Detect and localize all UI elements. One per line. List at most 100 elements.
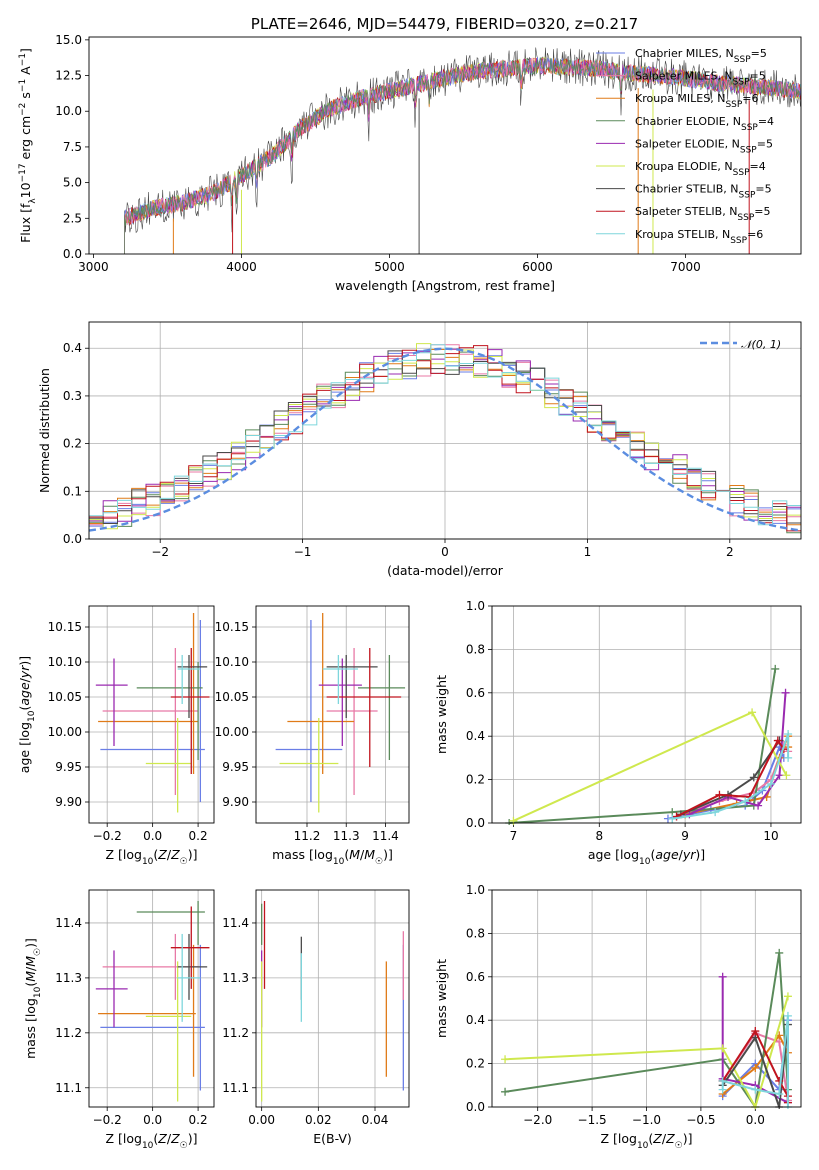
axes-frame: [88, 889, 215, 1108]
mass-weight-marker: [771, 664, 780, 673]
mass-weight-marker: [718, 1076, 727, 1085]
tick-label-y: 0.4: [466, 1013, 485, 1027]
tick-label-x: 0.02: [305, 1113, 332, 1127]
mass-weight-marker: [501, 1055, 510, 1064]
mass-weight-line: [721, 976, 789, 1104]
axes-frame: [491, 889, 802, 1108]
tick-label-y: 10.10: [48, 655, 82, 669]
legend-label: Kroupa MILES, NSSP=6: [635, 92, 759, 110]
tick-label-x: 7: [510, 829, 518, 843]
y-axis-label: Normed distribution: [37, 368, 52, 493]
tick-label-x: −0.2: [93, 829, 122, 843]
tick-label-x: 11.2: [294, 829, 321, 843]
axes-frame: [88, 321, 802, 540]
y-axis-label: Flux [fλ10−17 erg cm−2 s−1 A−1]: [18, 48, 38, 243]
tick-label-y: 10.05: [48, 690, 82, 704]
legend-label: Chabrier ELODIE, NSSP=4: [635, 115, 774, 133]
mass-weight-marker: [718, 1044, 727, 1053]
x-axis-label: Z [log10(Z/Z☉)]: [105, 847, 197, 867]
tick-label-x: 1: [584, 545, 592, 559]
tick-label-y: 0.4: [466, 729, 485, 743]
axes-frame: [88, 605, 215, 824]
histogram-step: [89, 344, 801, 539]
mass-weight-marker: [509, 816, 518, 825]
spectrum-line: [124, 57, 801, 254]
tick-label-y: 0.2: [63, 437, 82, 451]
tick-label-y: 10.00: [215, 725, 249, 739]
mass-weight-marker: [775, 1076, 784, 1085]
legend-label: Kroupa ELODIE, NSSP=4: [635, 160, 766, 178]
x-axis-label: (data-model)/error: [387, 563, 504, 578]
mass-weight-marker: [718, 972, 727, 981]
y-axis-label: mass weight: [434, 959, 449, 1038]
legend-label: Chabrier MILES, NSSP=5: [635, 47, 767, 65]
tick-label-x: 0.00: [248, 1113, 275, 1127]
y-axis-label: age [log10(age/yr)]: [17, 656, 37, 773]
tick-label-x: 7000: [670, 260, 701, 274]
legend-label: Salpeter STELIB, NSSP=5: [635, 205, 771, 223]
x-axis-label: age [log10(age/yr)]: [588, 847, 705, 867]
x-axis-label: wavelength [Angstrom, rest frame]: [335, 278, 555, 293]
mass-weight-marker: [751, 1027, 760, 1036]
tick-label-x: 4000: [226, 260, 257, 274]
mass-weight-marker: [784, 730, 793, 739]
tick-label-y: 0.0: [466, 816, 485, 830]
tick-label-y: 0.0: [466, 1100, 485, 1114]
mass-weight-marker: [501, 1087, 510, 1096]
tick-label-y: 0.0: [63, 247, 82, 261]
mass-weight-marker: [775, 948, 784, 957]
tick-label-y: 0.6: [466, 686, 485, 700]
tick-label-y: 10.0: [55, 104, 82, 118]
tick-label-y: 9.90: [55, 795, 82, 809]
tick-label-y: 10.15: [48, 620, 82, 634]
tick-label-x: 11.3: [333, 829, 360, 843]
tick-label-y: 0.3: [63, 389, 82, 403]
tick-label-x: 0: [441, 545, 449, 559]
tick-label-y: 11.2: [55, 1026, 82, 1040]
tick-label-y: 11.3: [222, 971, 249, 985]
mass-weight-marker: [749, 773, 758, 782]
figure-title: PLATE=2646, MJD=54479, FIBERID=0320, z=0…: [251, 15, 638, 33]
tick-label-x: 0.04: [362, 1113, 389, 1127]
tick-label-x: 0.0: [746, 1113, 765, 1127]
age_vs_Z-panel: −0.2 0.0 0.2 9.90 9.95 10.00 10.05 10.10 10.15 Z …: [17, 605, 215, 867]
y-axis-label: mass [log10(M/M☉)]: [23, 938, 43, 1059]
tick-label-y: 0.8: [466, 642, 485, 656]
tick-label-y: 9.95: [55, 760, 82, 774]
mass-weight-marker: [754, 801, 763, 810]
tick-label-x: −1.5: [578, 1113, 607, 1127]
spectrum-panel: 3000 4000 5000 6000 7000 0.0 2.5 5.0 7.5 10.0 12.5…: [18, 33, 802, 293]
residuals-panel: −2 −1 0 1 2 0.0 0.1 0.2 0.3 0.4 (data-model)/error…: [37, 321, 802, 578]
mass-weight-marker: [775, 771, 784, 780]
mass-weight-marker: [781, 688, 790, 697]
tick-label-x: 6000: [522, 260, 553, 274]
tick-label-y: 0.0: [63, 532, 82, 546]
tick-label-y: 10.10: [215, 655, 249, 669]
tick-label-y: 5.0: [63, 176, 82, 190]
mass-weight-marker: [773, 736, 782, 745]
spectrum-line: [124, 57, 801, 254]
axes-frame: [255, 605, 410, 824]
mass-weight-marker: [711, 808, 720, 817]
mass-weight-line: [680, 739, 781, 816]
spectrum-line: [124, 58, 801, 254]
tick-label-x: −1: [294, 545, 312, 559]
tick-label-x: 2: [726, 545, 734, 559]
legend-label: Salpeter ELODIE, NSSP=5: [635, 137, 773, 155]
spectrum-line: [124, 57, 801, 254]
tick-label-y: 10.05: [215, 690, 249, 704]
tick-label-x: −2: [151, 545, 169, 559]
axes-frame: [255, 889, 410, 1108]
x-axis-label: Z [log10(Z/Z☉)]: [600, 1131, 692, 1151]
tick-label-x: 5000: [374, 260, 405, 274]
tick-label-x: 0.0: [143, 1113, 162, 1127]
tick-label-y: 0.2: [466, 1057, 485, 1071]
tick-label-x: 10: [763, 829, 778, 843]
mass-weight-marker: [718, 1085, 727, 1094]
tick-label-x: 0.2: [189, 1113, 208, 1127]
y-axis-label: mass weight: [434, 675, 449, 754]
tick-label-y: 0.2: [466, 773, 485, 787]
mass-weight-marker: [783, 992, 792, 1001]
tick-label-x: 3000: [78, 260, 109, 274]
